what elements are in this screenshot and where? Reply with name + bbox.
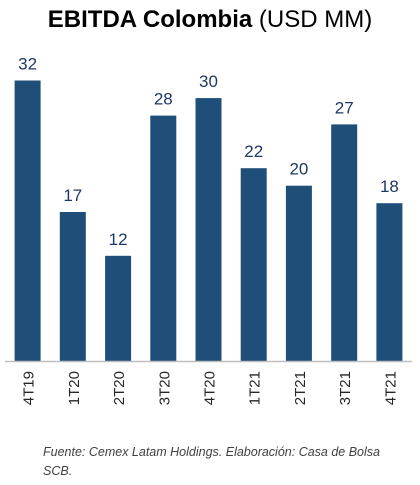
x-tick-label-1T20: 1T20 (66, 371, 83, 405)
data-label-4T21: 18 (380, 177, 399, 196)
x-tick-label-2T21: 2T21 (292, 371, 309, 405)
bar-3T21 (331, 124, 358, 362)
bar-4T21 (376, 203, 403, 361)
data-label-1T20: 17 (63, 186, 82, 205)
x-tick-label-2T20: 2T20 (111, 371, 128, 405)
data-label-3T21: 27 (335, 98, 354, 117)
data-label-4T20: 30 (199, 72, 218, 91)
x-tick-label-4T21: 4T21 (382, 371, 399, 405)
x-tick-label-1T21: 1T21 (247, 371, 264, 405)
bar-3T20 (150, 115, 177, 361)
bar-1T20 (59, 212, 86, 361)
data-label-2T20: 12 (109, 230, 128, 249)
chart-title-main: EBITDA Colombia (47, 6, 253, 33)
data-label-4T19: 32 (18, 55, 37, 74)
data-label-2T21: 20 (289, 160, 308, 179)
bar-2T20 (105, 255, 132, 361)
bar-4T19 (14, 80, 41, 361)
x-tick-label-3T20: 3T20 (156, 371, 173, 405)
x-tick-label-3T21: 3T21 (337, 371, 354, 405)
chart-title: EBITDA Colombia (USD MM) (0, 6, 420, 34)
bar-chart: 32 4T19 17 1T20 12 2T20 28 3T20 30 4T20 22 1T21 20 2T… (5, 55, 412, 405)
bar-1T21 (240, 168, 267, 361)
data-label-3T20: 28 (154, 90, 173, 109)
x-tick-label-4T19: 4T19 (21, 371, 38, 405)
source-note: Fuente: Cemex Latam Holdings. Elaboració… (43, 445, 380, 478)
bar-4T20 (195, 98, 222, 361)
bar-2T21 (285, 185, 312, 361)
data-label-1T21: 22 (244, 142, 263, 161)
x-tick-label-4T20: 4T20 (202, 371, 219, 405)
chart-title-unit: (USD MM) (258, 6, 373, 33)
